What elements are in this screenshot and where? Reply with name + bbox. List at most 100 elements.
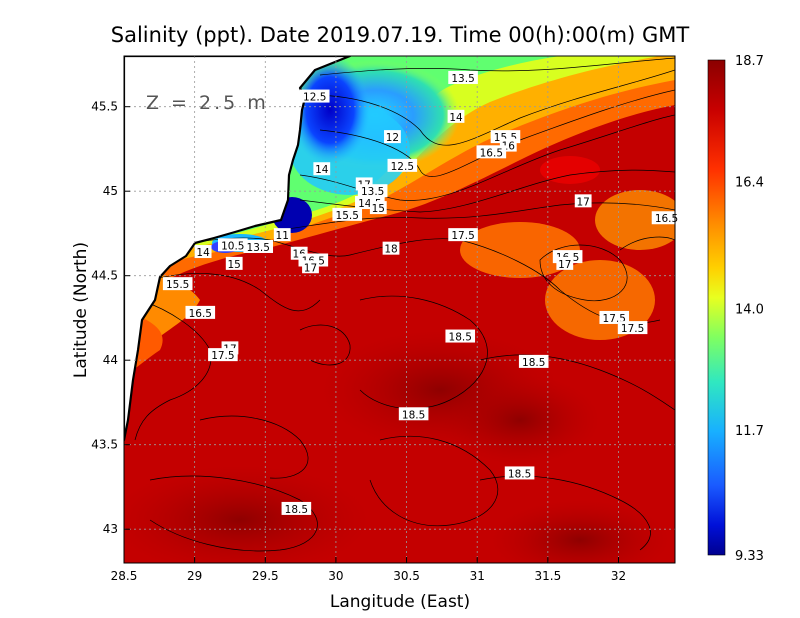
contour-label: 16.5 (651, 211, 682, 225)
contour-label: 14 (194, 245, 212, 259)
plot-frame (123, 55, 676, 564)
contour-label-text: 18 (384, 244, 397, 256)
depth-annotation: Z = 2.5 m (146, 92, 269, 114)
contour-label: 17.5 (208, 348, 238, 362)
contour-label-box (556, 256, 574, 270)
contour-label-text: 17 (576, 196, 589, 208)
colorbar-tick-label: 16.4 (735, 176, 764, 191)
contour-label-text: 12.5 (391, 161, 414, 173)
contour-label-text: 16.5 (189, 308, 212, 320)
contour-label-text: 15 (228, 259, 241, 271)
contour-label-text: 14 (196, 247, 210, 259)
contour-label-text: 13.5 (247, 242, 270, 254)
contour-label: 17.5 (617, 321, 648, 335)
y-tick-label: 44 (103, 353, 118, 367)
contour-label-text: 15 (372, 203, 385, 215)
contour-label-text: 17 (558, 259, 571, 271)
y-tick-label: 44.5 (91, 269, 118, 283)
contour-label: 17 (302, 260, 319, 274)
contour-label: 18.5 (518, 354, 549, 369)
contour-label-box (504, 466, 535, 480)
contour-labels: 13.512.5141215.51616.512.5141713.514.515… (162, 70, 682, 516)
contour-label: 12.5 (299, 89, 330, 104)
colorbar-tick-label: 18.7 (735, 54, 764, 69)
contour-label-text: 18.5 (522, 357, 545, 369)
contour-label-box (369, 201, 387, 215)
contour-label: 18.5 (445, 329, 476, 344)
contour-label-text: 14 (315, 164, 329, 176)
x-tick-label: 29.5 (252, 569, 279, 583)
x-tick-label: 31.5 (534, 569, 561, 583)
contour-label: 18.5 (504, 466, 535, 480)
contour-label-box (398, 407, 429, 421)
contour-label-text: 18.5 (402, 409, 425, 421)
contour-label-box (185, 305, 216, 319)
contour-label-text: 12.5 (303, 92, 326, 104)
contour-label: 14 (447, 109, 465, 124)
x-tick-label: 32 (611, 569, 626, 583)
contour-label: 13.5 (357, 184, 388, 198)
contour-label-box (281, 501, 312, 515)
contour-label-text: 15.5 (166, 279, 189, 291)
x-axis-label: Langitude (East) (330, 592, 470, 612)
contour-label: 13.5 (448, 70, 478, 85)
y-tick-label: 45 (103, 184, 118, 198)
contour-label-box (574, 194, 592, 208)
contour-label: 11 (273, 228, 291, 242)
contour-label-box (599, 310, 630, 324)
x-tick-label: 30.5 (393, 569, 420, 583)
contour-label-box (302, 260, 319, 274)
contour-label-box (448, 70, 478, 84)
x-tick-label: 29 (187, 569, 202, 583)
contour-label-box (217, 238, 248, 252)
contour-label-box (448, 228, 478, 242)
colorbar-labels: 18.7 16.4 14.0 11.7 9.33 (735, 54, 764, 564)
contour-label-text: 16.5 (655, 213, 678, 225)
contour-label-text: 18.5 (285, 504, 308, 516)
colorbar-tick-label: 11.7 (735, 424, 764, 439)
contour-label-box (382, 241, 400, 255)
contour-label-box (357, 184, 388, 198)
contour-label: 18.5 (281, 501, 312, 516)
contour-label: 17.5 (448, 228, 478, 242)
x-tick-label: 28.5 (111, 569, 138, 583)
contour-label: 15 (369, 201, 387, 215)
contour-label-text: 18.5 (449, 332, 472, 344)
contour-label-box (651, 211, 682, 225)
contour-label-box (518, 354, 549, 368)
contour-label-text: 13.5 (361, 186, 384, 198)
contour-label: 13.5 (243, 239, 274, 254)
contour-label-box (243, 239, 274, 253)
contour-label-box (194, 245, 212, 259)
contour-label-box (445, 329, 476, 343)
contour-label-box (313, 162, 331, 176)
contour-label: 17 (574, 194, 592, 208)
contour-label-text: 10.5 (221, 240, 244, 252)
contour-label-text: 18.5 (508, 468, 531, 480)
contour-label-box (273, 228, 291, 242)
contour-label: 12 (384, 130, 401, 144)
y-axis-ticks: 43 43.5 44 44.5 45 45.5 (91, 100, 130, 536)
contour-label: 18.5 (398, 407, 429, 421)
y-axis-label: Latitude (North) (71, 242, 91, 378)
x-axis-ticks: 28.5 29 29.5 30 30.5 31 31.5 32 (111, 557, 626, 583)
contour-label: 15 (225, 256, 243, 271)
contour-label-box (299, 89, 330, 103)
contour-label-text: 17.5 (451, 230, 474, 242)
contour-label: 14 (313, 162, 331, 176)
grid-lines (124, 56, 675, 563)
x-tick-label: 30 (328, 569, 343, 583)
contour-label-box (617, 321, 648, 335)
contour-label-box (384, 130, 401, 144)
contour-label-box (447, 109, 465, 123)
contour-label-box (387, 158, 418, 172)
contour-label-text: 17 (304, 262, 317, 274)
contour-label-text: 16.5 (480, 147, 503, 159)
x-tick-label: 31 (470, 569, 485, 583)
colorbar-tick-label: 14.0 (735, 302, 764, 317)
contour-label-text: 17.5 (621, 323, 644, 335)
contour-label-text: 13.5 (451, 73, 474, 85)
colorbar-scale (707, 59, 726, 556)
contour-label: 17 (556, 256, 574, 271)
